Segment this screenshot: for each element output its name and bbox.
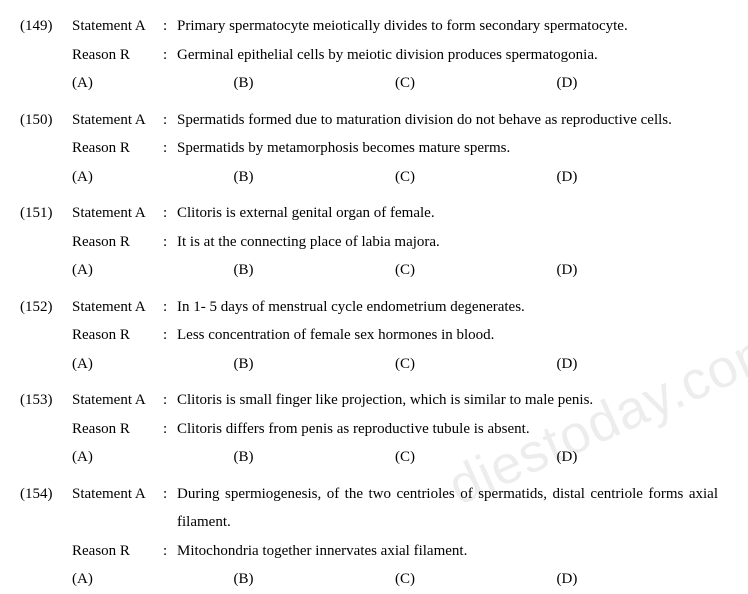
statement-label: Statement A : — [72, 480, 177, 509]
option-b[interactable]: (B) — [234, 163, 396, 192]
statement-row: (154) Statement A : During spermiogenesi… — [20, 480, 718, 537]
option-a[interactable]: (A) — [72, 350, 234, 379]
option-b[interactable]: (B) — [234, 69, 396, 98]
option-c[interactable]: (C) — [395, 256, 557, 285]
option-d[interactable]: (D) — [557, 443, 719, 472]
option-d[interactable]: (D) — [557, 163, 719, 192]
statement-text: Spermatids formed due to maturation divi… — [177, 106, 718, 135]
option-d[interactable]: (D) — [557, 69, 719, 98]
question-number: (152) — [20, 293, 72, 322]
reason-label: Reason R : — [72, 415, 177, 444]
reason-text: Germinal epithelial cells by meiotic div… — [177, 41, 718, 70]
reason-row: Reason R : Spermatids by metamorphosis b… — [20, 134, 718, 163]
statement-text: Primary spermatocyte meiotically divides… — [177, 12, 718, 41]
reason-row: Reason R : Less concentration of female … — [20, 321, 718, 350]
options-row: (A) (B) (C) (D) — [20, 565, 718, 594]
question: (152) Statement A : In 1- 5 days of mens… — [20, 293, 718, 379]
options-row: (A) (B) (C) (D) — [20, 256, 718, 285]
option-b[interactable]: (B) — [234, 565, 396, 594]
reason-text: Less concentration of female sex hormone… — [177, 321, 718, 350]
question-number: (150) — [20, 106, 72, 135]
statement-label: Statement A : — [72, 106, 177, 135]
question-number: (153) — [20, 386, 72, 415]
option-c[interactable]: (C) — [395, 350, 557, 379]
reason-text: Spermatids by metamorphosis becomes matu… — [177, 134, 718, 163]
reason-row: Reason R : It is at the connecting place… — [20, 228, 718, 257]
option-c[interactable]: (C) — [395, 443, 557, 472]
statement-row: (150) Statement A : Spermatids formed du… — [20, 106, 718, 135]
options-row: (A) (B) (C) (D) — [20, 350, 718, 379]
statement-label: Statement A : — [72, 293, 177, 322]
reason-label: Reason R : — [72, 41, 177, 70]
option-a[interactable]: (A) — [72, 565, 234, 594]
option-a[interactable]: (A) — [72, 69, 234, 98]
reason-text: It is at the connecting place of labia m… — [177, 228, 718, 257]
options-row: (A) (B) (C) (D) — [20, 69, 718, 98]
option-c[interactable]: (C) — [395, 163, 557, 192]
question: (150) Statement A : Spermatids formed du… — [20, 106, 718, 192]
question-number: (149) — [20, 12, 72, 41]
question-number: (154) — [20, 480, 72, 509]
statement-row: (153) Statement A : Clitoris is small fi… — [20, 386, 718, 415]
reason-label: Reason R : — [72, 228, 177, 257]
statement-row: (151) Statement A : Clitoris is external… — [20, 199, 718, 228]
option-a[interactable]: (A) — [72, 256, 234, 285]
reason-row: Reason R : Mitochondria together innerva… — [20, 537, 718, 566]
option-a[interactable]: (A) — [72, 443, 234, 472]
question: (153) Statement A : Clitoris is small fi… — [20, 386, 718, 472]
question-number: (151) — [20, 199, 72, 228]
reason-row: Reason R : Germinal epithelial cells by … — [20, 41, 718, 70]
statement-row: (149) Statement A : Primary spermatocyte… — [20, 12, 718, 41]
options-row: (A) (B) (C) (D) — [20, 163, 718, 192]
option-d[interactable]: (D) — [557, 565, 719, 594]
reason-label: Reason R : — [72, 134, 177, 163]
reason-label: Reason R : — [72, 537, 177, 566]
option-c[interactable]: (C) — [395, 565, 557, 594]
option-c[interactable]: (C) — [395, 69, 557, 98]
reason-label: Reason R : — [72, 321, 177, 350]
option-d[interactable]: (D) — [557, 256, 719, 285]
statement-text: Clitoris is small finger like projection… — [177, 386, 718, 415]
question: (149) Statement A : Primary spermatocyte… — [20, 12, 718, 98]
statement-label: Statement A : — [72, 386, 177, 415]
questions-list: (149) Statement A : Primary spermatocyte… — [20, 12, 718, 594]
reason-text: Mitochondria together innervates axial f… — [177, 537, 718, 566]
question: (151) Statement A : Clitoris is external… — [20, 199, 718, 285]
option-b[interactable]: (B) — [234, 256, 396, 285]
question: (154) Statement A : During spermiogenesi… — [20, 480, 718, 594]
reason-row: Reason R : Clitoris differs from penis a… — [20, 415, 718, 444]
statement-label: Statement A : — [72, 199, 177, 228]
statement-row: (152) Statement A : In 1- 5 days of mens… — [20, 293, 718, 322]
option-b[interactable]: (B) — [234, 350, 396, 379]
option-b[interactable]: (B) — [234, 443, 396, 472]
reason-text: Clitoris differs from penis as reproduct… — [177, 415, 718, 444]
statement-text: Clitoris is external genital organ of fe… — [177, 199, 718, 228]
option-a[interactable]: (A) — [72, 163, 234, 192]
statement-label: Statement A : — [72, 12, 177, 41]
statement-text: During spermiogenesis, of the two centri… — [177, 480, 718, 537]
option-d[interactable]: (D) — [557, 350, 719, 379]
statement-text: In 1- 5 days of menstrual cycle endometr… — [177, 293, 718, 322]
options-row: (A) (B) (C) (D) — [20, 443, 718, 472]
